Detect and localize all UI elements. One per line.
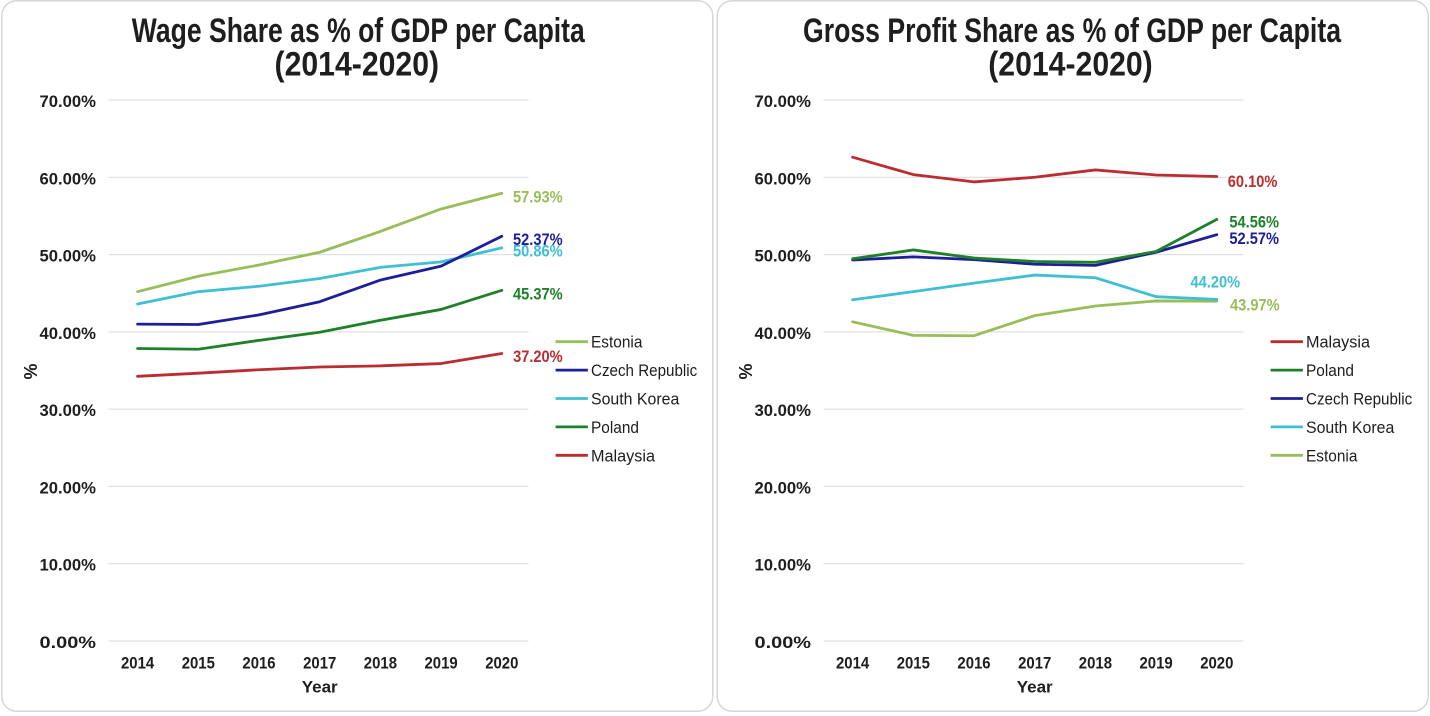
svg-text:2018: 2018	[1079, 653, 1112, 672]
svg-text:54.56%: 54.56%	[1229, 212, 1279, 231]
svg-text:2019: 2019	[425, 653, 458, 672]
svg-text:20.00%: 20.00%	[755, 478, 812, 497]
svg-text:40.00%: 40.00%	[40, 324, 97, 343]
svg-text:Poland: Poland	[591, 418, 639, 437]
svg-text:2016: 2016	[242, 653, 275, 672]
svg-text:52.57%: 52.57%	[1229, 229, 1279, 248]
svg-text:45.37%: 45.37%	[513, 285, 563, 304]
svg-text:%: %	[736, 363, 756, 379]
svg-text:2019: 2019	[1140, 653, 1173, 672]
svg-text:10.00%: 10.00%	[755, 556, 812, 575]
svg-text:30.00%: 30.00%	[755, 401, 812, 420]
svg-text:30.00%: 30.00%	[40, 401, 97, 420]
svg-text:40.00%: 40.00%	[755, 324, 812, 343]
svg-text:70.00%: 70.00%	[755, 92, 812, 111]
svg-text:2014: 2014	[836, 653, 870, 672]
svg-text:2020: 2020	[1200, 653, 1233, 672]
svg-text:37.20%: 37.20%	[513, 347, 563, 366]
svg-text:70.00%: 70.00%	[40, 92, 97, 111]
svg-text:South Korea: South Korea	[1306, 418, 1395, 437]
svg-text:(2014-2020): (2014-2020)	[275, 46, 440, 84]
svg-text:Estonia: Estonia	[1306, 446, 1358, 465]
svg-text:Estonia: Estonia	[591, 333, 643, 352]
svg-text:%: %	[21, 363, 41, 379]
svg-text:2015: 2015	[897, 653, 930, 672]
svg-text:60.10%: 60.10%	[1228, 172, 1278, 191]
svg-text:South Korea: South Korea	[591, 390, 680, 409]
svg-text:Poland: Poland	[1306, 361, 1354, 380]
svg-text:0.00%: 0.00%	[755, 633, 812, 652]
svg-text:Year: Year	[1017, 677, 1053, 696]
svg-text:50.86%: 50.86%	[513, 242, 563, 261]
svg-text:50.00%: 50.00%	[40, 247, 97, 266]
svg-text:50.00%: 50.00%	[755, 247, 812, 266]
svg-text:Wage Share as % of GDP per Cap: Wage Share as % of GDP per Capita	[132, 12, 586, 50]
svg-text:Year: Year	[302, 677, 338, 696]
svg-text:60.00%: 60.00%	[755, 169, 812, 188]
svg-text:2014: 2014	[121, 653, 155, 672]
svg-text:0.00%: 0.00%	[40, 633, 97, 652]
svg-text:60.00%: 60.00%	[40, 169, 97, 188]
svg-text:Czech Republic: Czech Republic	[591, 361, 698, 380]
svg-text:2017: 2017	[303, 653, 336, 672]
svg-text:Czech Republic: Czech Republic	[1306, 390, 1413, 409]
svg-text:Gross Profit Share as % of GDP: Gross Profit Share as % of GDP per Capit…	[803, 12, 1342, 50]
svg-text:Malaysia: Malaysia	[591, 446, 656, 465]
svg-text:Malaysia: Malaysia	[1306, 333, 1371, 352]
svg-text:44.20%: 44.20%	[1191, 273, 1241, 292]
svg-text:10.00%: 10.00%	[40, 556, 97, 575]
svg-text:2017: 2017	[1018, 653, 1051, 672]
svg-text:20.00%: 20.00%	[40, 478, 97, 497]
svg-text:2020: 2020	[485, 653, 518, 672]
svg-text:43.97%: 43.97%	[1230, 296, 1280, 315]
svg-text:57.93%: 57.93%	[513, 187, 563, 206]
svg-text:(2014-2020): (2014-2020)	[988, 46, 1153, 84]
svg-text:52.37%: 52.37%	[513, 230, 563, 249]
svg-text:2016: 2016	[957, 653, 990, 672]
svg-text:2015: 2015	[182, 653, 215, 672]
svg-text:2018: 2018	[364, 653, 397, 672]
